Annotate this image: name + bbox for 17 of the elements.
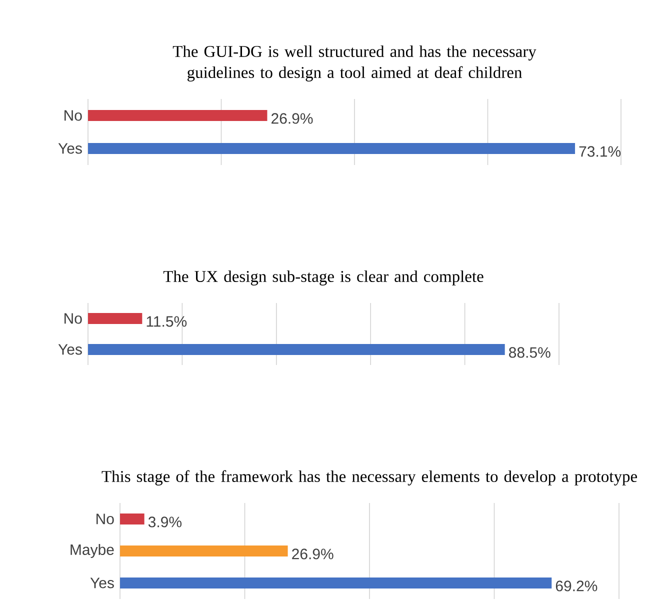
y-tick-label: Maybe [70, 544, 114, 558]
y-tick-label: No [64, 110, 82, 121]
y-tick-label: Yes [58, 143, 82, 154]
chart-title: The UX design sub-stage is clear and complete [163, 270, 484, 286]
data-label: 3.9% [148, 516, 182, 528]
data-label: 88.5% [509, 347, 550, 358]
y-tick-label: Yes [58, 344, 82, 355]
chart-title: The GUI-DG is well structured and has the necessary guidelines to design a tool aimed at deaf children [172, 45, 536, 82]
y-tick-label: No [64, 313, 82, 324]
data-label: 69.2% [556, 580, 598, 592]
data-label: 11.5% [146, 316, 187, 327]
data-label: 26.9% [272, 113, 313, 124]
y-tick-label: No [96, 514, 114, 524]
data-label: 73.1% [579, 146, 621, 157]
y-tick-label: Yes [90, 578, 114, 588]
chart-title: This stage of the framework has the necessary elements to develop a prototype [102, 470, 637, 486]
data-label: 26.9% [292, 548, 334, 560]
